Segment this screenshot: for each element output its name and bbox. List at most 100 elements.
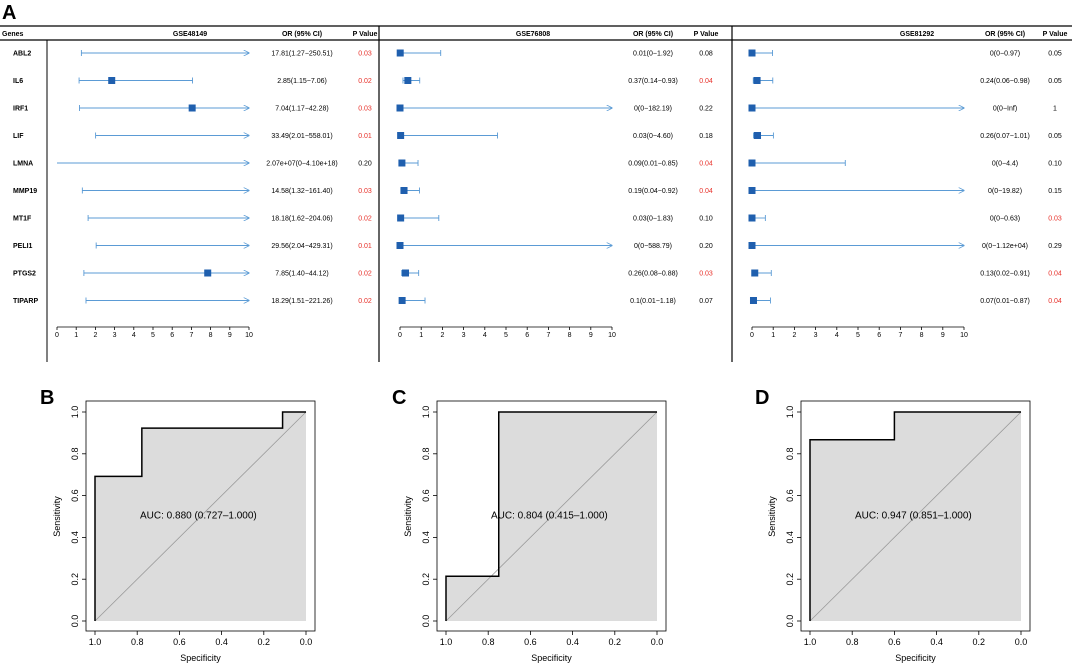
or-ci-text: 14.58(1.32−161.40) [271, 188, 332, 195]
roc-y-tick-label: 0.8 [785, 448, 795, 461]
or-ci-text: 18.29(1.51−221.26) [271, 298, 332, 305]
or-marker [749, 297, 757, 304]
roc-x-tick-label: 0.6 [173, 637, 186, 647]
roc-y-tick-label: 0.0 [785, 615, 795, 628]
roc-frame [85, 400, 316, 632]
or-ci-text: 0.26(0.07−1.01) [980, 133, 1030, 140]
roc-x-tick-label: 0.4 [566, 637, 579, 647]
p-value-text: 0.01 [358, 243, 372, 250]
roc-y-tick-label: 0.0 [70, 615, 80, 628]
forest-plots: GSE48149 OR (95% CI) P Value ABL2 17.81(1.27… [13, 31, 1067, 339]
roc-x-tick-label: 0.8 [846, 637, 859, 647]
roc-x-tick-label: 1.0 [804, 637, 817, 647]
or-ci-header: OR (95% CI) [282, 31, 322, 38]
or-ci-text: 0.19(0.04−0.92) [628, 188, 678, 195]
or-ci-text: 0.01(0−1.92) [633, 51, 673, 58]
or-ci-text: 0(0−1.12e+04) [982, 243, 1028, 250]
forest-x-tick-label: 5 [151, 332, 155, 339]
p-value-text: 0.04 [699, 188, 713, 195]
forest-x-tick-label: 8 [209, 332, 213, 339]
gene-label: MMP19 [13, 188, 37, 195]
roc-y-tick-label: 0.6 [785, 489, 795, 502]
panel-label: C [392, 387, 406, 409]
forest-x-tick-label: 5 [856, 332, 860, 339]
roc-y-tick-label: 0.0 [421, 615, 431, 628]
gene-label: IRF1 [13, 106, 28, 113]
roc-y-tick-label: 0.4 [70, 531, 80, 544]
forest-x-tick-label: 8 [920, 332, 924, 339]
panel-label-a: A [2, 2, 16, 24]
forest-x-tick-label: 3 [113, 332, 117, 339]
p-value-text: 0.05 [1048, 51, 1062, 58]
gene-label: PELI1 [13, 243, 33, 250]
or-marker [396, 104, 404, 112]
forest-title: GSE81292 [900, 31, 934, 38]
roc-plot-b: B 1.0 0.8 0.6 0.4 0.2 0.0 0.0 0.2 0.4 0.6 0.8 1.0 Spe… [40, 387, 316, 663]
forest-x-tick-label: 6 [170, 332, 174, 339]
or-ci-text: 0.24(0.06−0.98) [980, 78, 1030, 85]
roc-y-tick-label: 1.0 [70, 406, 80, 419]
roc-plots: B 1.0 0.8 0.6 0.4 0.2 0.0 0.0 0.2 0.4 0.6 0.8 1.0 Spe… [40, 387, 1031, 663]
p-value-text: 0.22 [699, 106, 713, 113]
or-ci-text: 29.56(2.04−429.31) [271, 243, 332, 250]
roc-curve [445, 411, 657, 621]
p-value-header: P Value [694, 31, 719, 38]
p-value-text: 0.04 [699, 161, 713, 168]
or-marker [396, 242, 404, 249]
forest-x-tick-label: 3 [814, 332, 818, 339]
or-ci-text: 0.37(0.14−0.93) [628, 78, 678, 85]
forest-x-tick-label: 0 [55, 332, 59, 339]
forest-title: GSE48149 [173, 31, 207, 38]
roc-x-tick-label: 0.6 [524, 637, 537, 647]
forest-x-tick-label: 1 [419, 332, 423, 339]
forest-x-tick-label: 7 [189, 332, 193, 339]
roc-x-tick-label: 0.6 [888, 637, 901, 647]
roc-frame [436, 400, 667, 632]
or-ci-text: 18.18(1.62−204.06) [271, 216, 332, 223]
or-ci-text: 0.03(0−1.83) [633, 216, 673, 223]
roc-curve [809, 411, 1021, 621]
or-ci-text: 0.13(0.02−0.91) [980, 271, 1030, 278]
or-ci-header: OR (95% CI) [633, 31, 673, 38]
roc-plot-c: C 1.0 0.8 0.6 0.4 0.2 0.0 0.0 0.2 0.4 0.6 0.8 1.0 Spe… [392, 387, 667, 663]
or-ci-text: 0(0−588.79) [634, 243, 672, 250]
forest-x-tick-label: 6 [525, 332, 529, 339]
p-value-text: 0.03 [699, 271, 713, 278]
forest-x-tick-label: 9 [941, 332, 945, 339]
forest-x-tick-label: 4 [483, 332, 487, 339]
auc-annotation: AUC: 0.804 (0.415–1.000) [491, 511, 608, 522]
forest-x-tick-label: 0 [750, 332, 754, 339]
forest-x-tick-label: 10 [608, 332, 616, 339]
roc-x-tick-label: 0.4 [215, 637, 228, 647]
or-marker [108, 77, 116, 84]
p-value-text: 0.07 [699, 298, 713, 305]
or-ci-text: 0.09(0.01−0.85) [628, 161, 678, 168]
roc-y-tick-label: 0.2 [785, 573, 795, 586]
roc-diagonal [94, 411, 307, 622]
forest-x-tick-label: 4 [132, 332, 136, 339]
p-value-text: 0.05 [1048, 133, 1062, 140]
roc-plot-d: D 1.0 0.8 0.6 0.4 0.2 0.0 0.0 0.2 0.4 0.6 0.8 1.0 Spe… [755, 387, 1031, 663]
p-value-text: 0.03 [358, 51, 372, 58]
roc-x-tick-label: 0.8 [131, 637, 144, 647]
roc-frame [800, 400, 1031, 632]
or-marker [748, 242, 756, 249]
or-marker [753, 77, 761, 84]
roc-y-tick-label: 0.2 [421, 573, 431, 586]
p-value-text: 0.04 [699, 78, 713, 85]
or-marker [748, 49, 756, 57]
panel-label: D [755, 387, 769, 409]
roc-x-tick-label: 1.0 [440, 637, 453, 647]
roc-x-tick-label: 0.8 [482, 637, 495, 647]
roc-y-tick-label: 0.8 [70, 448, 80, 461]
or-ci-text: 0.07(0.01−0.87) [980, 298, 1030, 305]
roc-y-tick-label: 0.4 [421, 531, 431, 544]
or-marker [748, 214, 756, 222]
or-ci-text: 33.49(2.01−558.01) [271, 133, 332, 140]
roc-y-tick-label: 0.6 [70, 489, 80, 502]
or-marker [400, 187, 408, 194]
auc-annotation: AUC: 0.880 (0.727–1.000) [140, 511, 257, 522]
p-value-text: 0.10 [699, 216, 713, 223]
roc-x-tick-label: 0.2 [258, 637, 271, 647]
roc-x-tick-label: 1.0 [89, 637, 102, 647]
